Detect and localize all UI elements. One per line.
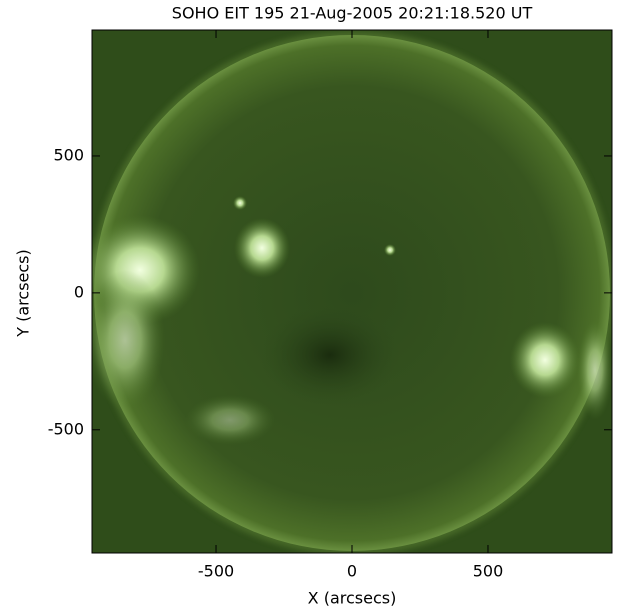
x-tick-label: 500 bbox=[473, 562, 504, 581]
solar-image bbox=[92, 30, 612, 553]
x-tick-label: 0 bbox=[347, 562, 357, 581]
x-axis-label: X (arcsecs) bbox=[308, 589, 397, 608]
y-axis-label: Y (arcsecs) bbox=[14, 249, 33, 337]
chart-title: SOHO EIT 195 21-Aug-2005 20:21:18.520 UT bbox=[172, 4, 533, 23]
y-tick-label: -500 bbox=[48, 419, 84, 438]
y-tick-label: 0 bbox=[74, 282, 84, 301]
y-tick-label: 500 bbox=[53, 145, 84, 164]
x-tick-label: -500 bbox=[198, 562, 234, 581]
